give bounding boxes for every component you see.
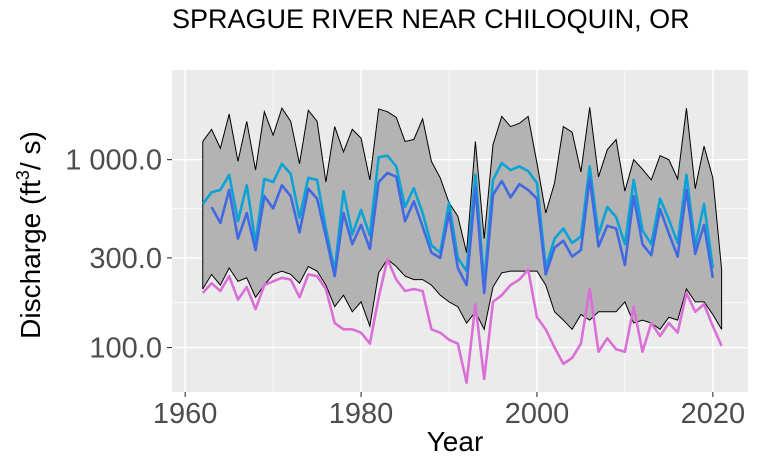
range-band [202,107,723,331]
y-axis-title-superscript: 3 [13,170,33,180]
x-tick-label: 2020 [681,398,746,430]
y-axis-title: Discharge (ft3/ s) [13,131,46,339]
x-tick-label: 1960 [153,398,218,430]
band-lower-edge [202,258,723,331]
y-axis-title-main: Discharge (ft [15,180,46,339]
y-tick-label: 100.0 [89,333,162,365]
axes: 1960 1980 2000 2020 100.0 300.0 1 000.0 [65,145,745,430]
band-upper-edge [202,107,723,270]
x-tick-label: 1980 [329,398,394,430]
y-axis-title-unit: / s) [15,131,46,170]
series-line-1 [201,154,715,285]
series-line-3 [201,257,723,385]
series-line-2 [210,171,715,295]
x-axis-title: Year [427,426,484,457]
band-area [202,107,722,330]
y-tick-label: 300.0 [89,243,162,275]
chart-title: SPRAGUE RIVER NEAR CHILOQUIN, OR [172,4,690,34]
y-tick-label: 1 000.0 [65,145,162,177]
x-tick-label: 2000 [505,398,570,430]
series-lines [201,154,723,385]
